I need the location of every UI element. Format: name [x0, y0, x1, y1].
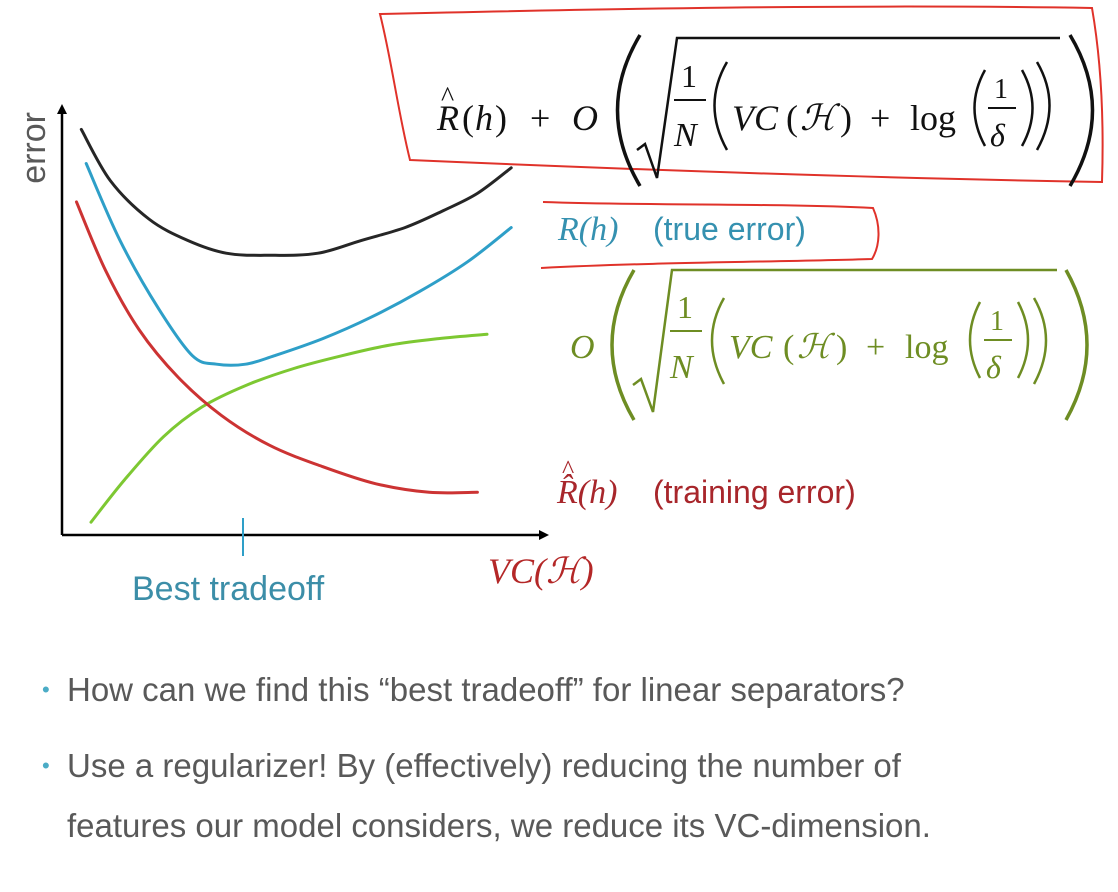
bound-plus2: + — [870, 98, 890, 138]
complexity-hyp-open: ( — [783, 329, 794, 366]
bound-big-o: O — [572, 98, 598, 138]
training-error-text: (training error) — [653, 474, 856, 510]
y-axis-label: error — [15, 112, 53, 184]
complexity-frac-num: 1 — [677, 289, 693, 325]
complexity-big-o: O — [570, 329, 595, 366]
bullet-2-text-line-2: features our model considers, we reduce … — [67, 807, 931, 844]
complexity-formula: O 1 N VC ( ℋ ) + log 1 δ — [570, 268, 1089, 421]
bound-h: h — [475, 98, 493, 138]
bound-hyp-close: ) — [840, 98, 852, 138]
bound-h-open: ( — [462, 98, 474, 138]
true-error-text: (true error) — [653, 211, 806, 247]
complexity-plus: + — [866, 329, 885, 366]
bound-delta-den: δ — [990, 117, 1006, 153]
bound-inner-left-paren — [713, 61, 729, 151]
bound-log-right-paren — [1020, 69, 1034, 147]
bound-delta-num: 1 — [994, 74, 1008, 105]
bound-outer-left-paren — [615, 34, 642, 187]
training-error-hat: ^ — [562, 455, 574, 484]
bullet-1-text: How can we find this “best tradeoff” for… — [67, 671, 905, 708]
axes — [57, 104, 549, 540]
bullet-2-continued: features our model considers, we reduce … — [40, 796, 1100, 856]
complexity-log-left-paren — [968, 301, 982, 379]
bound-radical — [636, 36, 1060, 179]
training-error-math: R̂(h) — [556, 473, 617, 511]
bullet-dot-2: • — [42, 753, 50, 778]
curve-training-error — [75, 200, 479, 495]
bound-frac-num: 1 — [681, 58, 697, 94]
bound-formula: ^ R ( h ) + O 1 N VC ( ℋ ) + log 1 δ — [436, 34, 1095, 187]
complexity-outer-right-paren — [1064, 269, 1089, 421]
bound-hyp-open: ( — [786, 98, 798, 138]
bullet-list: • How can we find this “best tradeoff” f… — [40, 660, 1100, 856]
complexity-log-right-paren — [1016, 301, 1030, 379]
bound-hat: ^ — [441, 82, 454, 113]
bound-r: R — [436, 98, 459, 138]
complexity-inner-left-paren — [710, 297, 726, 385]
bound-h-close: ) — [495, 98, 507, 138]
bullet-2-text-line-1: Use a regularizer! By (effectively) redu… — [67, 747, 901, 784]
bullet-1: • How can we find this “best tradeoff” f… — [40, 660, 1100, 720]
complexity-outer-left-paren — [610, 269, 636, 421]
bound-log: log — [910, 98, 956, 138]
curves-group — [75, 127, 513, 524]
best-tradeoff-label: Best tradeoff — [132, 570, 325, 608]
complexity-hyp: ℋ — [797, 329, 836, 366]
true-error-label: R(h) (true error) — [557, 211, 806, 248]
complexity-log: log — [905, 329, 948, 366]
complexity-frac-den: N — [669, 349, 695, 386]
bound-hyp: ℋ — [800, 98, 841, 138]
complexity-delta-num: 1 — [990, 306, 1004, 337]
bullet-dot-1: • — [42, 677, 50, 702]
bound-vc: VC — [732, 98, 779, 138]
complexity-inner-right-paren — [1032, 297, 1048, 385]
curve-complexity — [89, 332, 489, 524]
bullet-2: • Use a regularizer! By (effectively) re… — [40, 736, 1100, 796]
complexity-hyp-close: ) — [836, 329, 847, 366]
true-error-annotation-box — [540, 201, 880, 269]
complexity-delta-den: δ — [986, 349, 1002, 385]
bound-inner-right-paren — [1035, 61, 1051, 151]
curve-true-error — [84, 162, 513, 367]
bound-frac-den: N — [673, 117, 699, 154]
bound-plus: + — [530, 98, 550, 138]
bound-annotation-box — [378, 5, 1104, 184]
bound-log-left-paren — [973, 69, 987, 147]
curve-bound — [79, 127, 513, 257]
x-axis-label: VC(ℋ) — [488, 551, 594, 591]
training-error-label: ^ R̂(h) (training error) — [556, 455, 856, 511]
bound-outer-right-paren — [1068, 34, 1095, 187]
true-error-math: R(h) — [557, 211, 618, 248]
complexity-radical — [632, 268, 1057, 413]
complexity-vc: VC — [729, 329, 773, 366]
